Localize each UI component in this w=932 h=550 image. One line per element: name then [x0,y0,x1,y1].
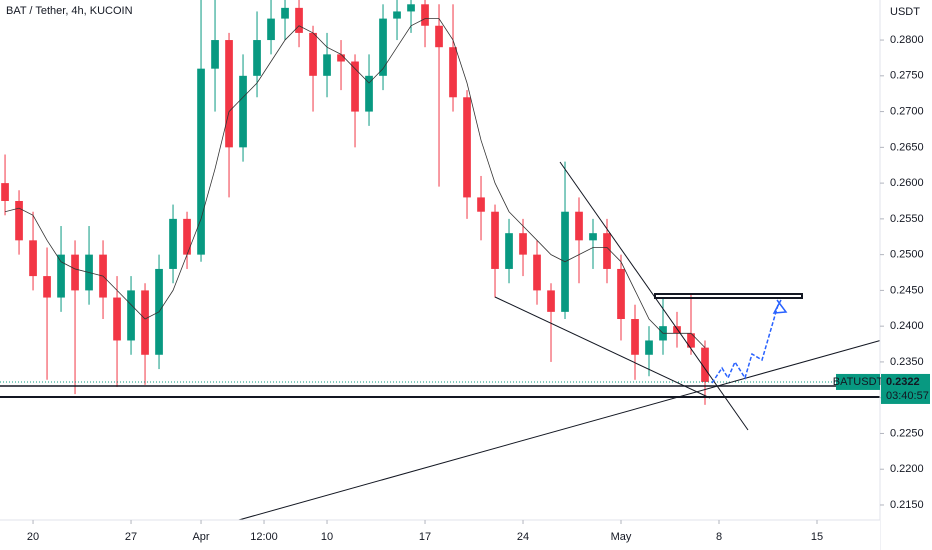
x-tick-label: 12:00 [250,531,278,543]
last-price-label: 0.2322 [886,376,920,388]
candle-body [253,40,261,76]
y-tick-label: 0.2550 [890,213,924,225]
x-tick-label: 8 [716,531,722,543]
candle-body [309,32,317,76]
candle-body [533,254,541,291]
candle-body [1,183,9,201]
candle-body [547,290,555,312]
candle-body [393,11,401,19]
y-tick-label: 0.2800 [890,34,924,46]
y-tick-label: 0.2450 [890,284,924,296]
candle-body [631,319,639,355]
candle-body [603,233,611,269]
candle-body [519,233,527,255]
y-tick-label: 0.2200 [890,463,924,475]
candle-body [211,40,219,69]
candle-body [43,276,51,298]
candle-body [113,297,121,341]
x-tick-label: Apr [192,531,209,543]
candle-body [57,254,65,298]
candle-body [463,97,471,198]
y-tick-label: 0.2600 [890,177,924,189]
price-axis [880,0,932,550]
candle-body [337,54,345,62]
drawings [0,161,883,524]
candle-body [351,61,359,112]
candle-body [575,211,583,241]
x-tick-label: May [611,531,632,543]
candle-body [421,4,429,26]
x-tick-label: 24 [517,531,529,543]
candle-body [491,211,499,269]
candle-body [15,200,23,241]
candle-body [477,197,485,212]
symbol-label: BATUSDT [833,376,884,388]
x-tick-label: 17 [419,531,431,543]
y-tick-label: 0.2400 [890,320,924,332]
candle-body [365,75,373,112]
x-tick-label: 27 [125,531,137,543]
candle-body [687,333,695,348]
currency-label: USDT [890,6,920,18]
countdown-label: 03:40:57 [886,390,929,402]
candle-body [589,233,597,241]
candle-body [71,254,79,291]
x-tick-label: 15 [811,531,823,543]
y-tick-label: 0.2700 [890,105,924,117]
y-tick-label: 0.2750 [890,70,924,82]
price-badge [881,373,930,404]
chart-title: BAT / Tether, 4h, KUCOIN [6,5,133,17]
y-tick-label: 0.2650 [890,141,924,153]
candle-body [267,18,275,41]
trend-line [227,339,883,524]
candle-body [505,233,513,269]
trend-line [494,296,711,399]
candle-body [701,347,709,382]
candle-body [645,340,653,355]
y-tick-label: 0.2350 [890,356,924,368]
candle-body [673,326,681,334]
candle-body [323,54,331,76]
symbol-badge [836,373,880,390]
candle-body [435,25,443,48]
projection-arrow [772,299,788,314]
candle-body [127,290,135,341]
candle-body [197,68,205,255]
candle-body [281,7,289,19]
x-tick-label: 20 [27,531,39,543]
candle-body [379,18,387,76]
time-axis [0,520,880,550]
candle-body [169,218,177,269]
projection-path [711,304,779,384]
y-tick-label: 0.2500 [890,249,924,261]
x-tick-label: 10 [321,531,333,543]
y-tick-label: 0.2150 [890,499,924,511]
candle-body [239,75,247,148]
candle-body [225,40,233,148]
candle-body [295,7,303,33]
candle-body [449,47,457,98]
candle-body [29,240,37,277]
y-tick-label: 0.2250 [890,427,924,439]
candle-body [407,4,415,12]
resistance-box [654,293,803,299]
candle-body [141,290,149,355]
candle-body [183,218,191,255]
moving-average [4,18,706,348]
candle-body [617,268,625,320]
